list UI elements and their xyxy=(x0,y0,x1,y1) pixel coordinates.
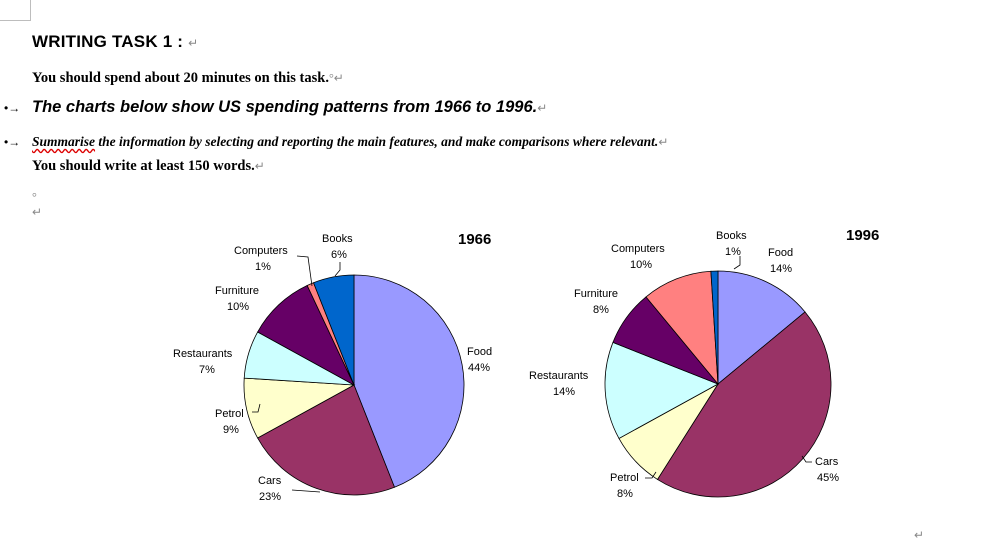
paragraph-mark-icon: ↵ xyxy=(254,159,265,173)
instruction-time: You should spend about 20 minutes on thi… xyxy=(32,70,344,87)
label-cars-name: Cars xyxy=(258,475,282,487)
label-books-pct: 6% xyxy=(331,249,347,261)
label-petrol-pct: 8% xyxy=(617,488,633,500)
instruction-words: You should write at least 150 words.↵ xyxy=(32,158,265,175)
label-computers-name: Computers xyxy=(234,245,288,257)
leader-line-books xyxy=(733,256,741,270)
label-food-pct: 44% xyxy=(468,362,490,374)
end-paragraph-mark-icon: ↵ xyxy=(914,528,925,542)
empty-paragraph-mark-icon: ° ↵ xyxy=(32,190,43,219)
label-furniture-name: Furniture xyxy=(574,288,618,300)
label-computers-pct: 10% xyxy=(630,259,652,271)
leader-line-cars xyxy=(291,489,321,493)
pie-slice-food xyxy=(717,270,806,385)
label-furniture-pct: 10% xyxy=(227,301,249,313)
pie-slice-books xyxy=(312,274,355,386)
label-petrol-pct: 9% xyxy=(223,424,239,436)
paragraph-mark-icon: ↵ xyxy=(188,36,199,50)
leader-line-petrol xyxy=(252,403,261,413)
chart-1966-title: 1966 xyxy=(458,231,491,248)
label-cars-name: Cars xyxy=(815,456,839,468)
paragraph-mark-icon: ↵ xyxy=(537,101,548,115)
page-corner-mark xyxy=(0,0,31,21)
paragraph-mark-icon: °↵ xyxy=(328,71,344,85)
bullet-icon: •→ xyxy=(4,101,21,115)
label-books-pct: 1% xyxy=(725,246,741,258)
bullet-item-summarise: •→ Summarise the information by selecting… xyxy=(4,133,668,151)
label-books-name: Books xyxy=(716,230,747,242)
bullet-item-charts: •→ The charts below show US spending patt… xyxy=(4,98,547,117)
label-food-name: Food xyxy=(768,247,793,259)
label-computers-name: Computers xyxy=(611,243,665,255)
pie-slice-food xyxy=(353,274,465,488)
pie-slice-cars xyxy=(257,384,396,496)
label-food-pct: 14% xyxy=(770,263,792,275)
label-cars-pct: 23% xyxy=(259,491,281,503)
label-food-name: Food xyxy=(467,346,492,358)
leader-line-computers xyxy=(296,255,313,287)
leader-line-books xyxy=(334,262,341,277)
pie-chart-1996: 1996 Food 14% Cars 45% Petrol 8% Restaur… xyxy=(529,227,879,500)
paragraph-mark-icon: ↵ xyxy=(658,135,669,149)
bullet-icon: •→ xyxy=(4,135,21,149)
label-restaurants-name: Restaurants xyxy=(173,348,233,360)
pie-slice-computers xyxy=(645,270,719,386)
bullet-summarise-text: the information by selecting and reporti… xyxy=(95,134,659,149)
label-petrol-name: Petrol xyxy=(215,408,244,420)
label-furniture-name: Furniture xyxy=(215,285,259,297)
leader-line-petrol xyxy=(645,471,657,479)
pie-chart-1966: 1966 Food 44% Cars 23% Petrol 9% Restaur… xyxy=(173,231,492,503)
pie-slice-books xyxy=(710,270,719,385)
label-furniture-pct: 8% xyxy=(593,304,609,316)
instruction-words-text: You should write at least 150 words. xyxy=(32,158,255,174)
leader-line-cars xyxy=(801,455,812,463)
task-title-text: WRITING TASK 1 : xyxy=(32,32,184,51)
spellcheck-word[interactable]: Summarise xyxy=(32,134,96,149)
instruction-time-text: You should spend about 20 minutes on thi… xyxy=(32,70,329,86)
pie-slice-restaurants xyxy=(604,341,719,439)
label-books-name: Books xyxy=(322,233,353,245)
task-title: WRITING TASK 1 : ↵ xyxy=(32,32,198,52)
label-restaurants-name: Restaurants xyxy=(529,370,589,382)
label-cars-pct: 45% xyxy=(817,472,839,484)
chart-1996-title: 1996 xyxy=(846,227,879,244)
label-petrol-name: Petrol xyxy=(610,472,639,484)
label-restaurants-pct: 7% xyxy=(199,364,215,376)
label-restaurants-pct: 14% xyxy=(553,386,575,398)
bullet-charts-text: The charts below show US spending patter… xyxy=(32,98,538,116)
pie-slice-cars xyxy=(656,311,832,498)
label-computers-pct: 1% xyxy=(255,261,271,273)
